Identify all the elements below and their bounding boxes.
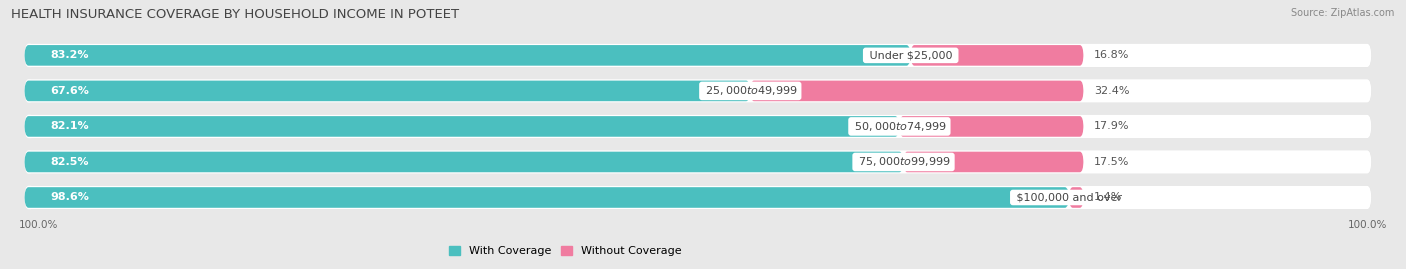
Text: $100,000 and over: $100,000 and over xyxy=(1012,193,1125,203)
Text: 98.6%: 98.6% xyxy=(51,193,89,203)
FancyBboxPatch shape xyxy=(24,186,1371,209)
FancyBboxPatch shape xyxy=(24,45,911,66)
Text: Source: ZipAtlas.com: Source: ZipAtlas.com xyxy=(1291,8,1395,18)
Text: 16.8%: 16.8% xyxy=(1094,50,1129,60)
Text: 32.4%: 32.4% xyxy=(1094,86,1129,96)
FancyBboxPatch shape xyxy=(24,115,1371,138)
Text: Under $25,000: Under $25,000 xyxy=(866,50,956,60)
FancyBboxPatch shape xyxy=(911,45,1084,66)
FancyBboxPatch shape xyxy=(1069,187,1084,208)
Text: 83.2%: 83.2% xyxy=(51,50,89,60)
Text: 82.1%: 82.1% xyxy=(51,121,89,132)
FancyBboxPatch shape xyxy=(751,81,1084,101)
Text: 17.9%: 17.9% xyxy=(1094,121,1129,132)
Text: 17.5%: 17.5% xyxy=(1094,157,1129,167)
Text: 67.6%: 67.6% xyxy=(51,86,89,96)
Text: HEALTH INSURANCE COVERAGE BY HOUSEHOLD INCOME IN POTEET: HEALTH INSURANCE COVERAGE BY HOUSEHOLD I… xyxy=(11,8,460,21)
Text: 100.0%: 100.0% xyxy=(20,220,59,230)
FancyBboxPatch shape xyxy=(24,150,1371,174)
FancyBboxPatch shape xyxy=(904,152,1084,172)
Text: 100.0%: 100.0% xyxy=(1347,220,1386,230)
FancyBboxPatch shape xyxy=(28,44,1371,67)
Text: $75,000 to $99,999: $75,000 to $99,999 xyxy=(855,155,952,168)
FancyBboxPatch shape xyxy=(24,44,1371,67)
FancyBboxPatch shape xyxy=(900,116,1084,137)
FancyBboxPatch shape xyxy=(28,150,1371,174)
FancyBboxPatch shape xyxy=(24,152,904,172)
FancyBboxPatch shape xyxy=(24,187,1069,208)
Legend: With Coverage, Without Coverage: With Coverage, Without Coverage xyxy=(450,246,681,256)
FancyBboxPatch shape xyxy=(24,81,751,101)
Text: $50,000 to $74,999: $50,000 to $74,999 xyxy=(851,120,948,133)
Text: 82.5%: 82.5% xyxy=(51,157,89,167)
FancyBboxPatch shape xyxy=(24,116,900,137)
Text: $25,000 to $49,999: $25,000 to $49,999 xyxy=(702,84,799,97)
Text: 1.4%: 1.4% xyxy=(1094,193,1122,203)
FancyBboxPatch shape xyxy=(28,186,1371,209)
FancyBboxPatch shape xyxy=(28,79,1371,103)
FancyBboxPatch shape xyxy=(24,79,1371,103)
FancyBboxPatch shape xyxy=(28,115,1371,138)
